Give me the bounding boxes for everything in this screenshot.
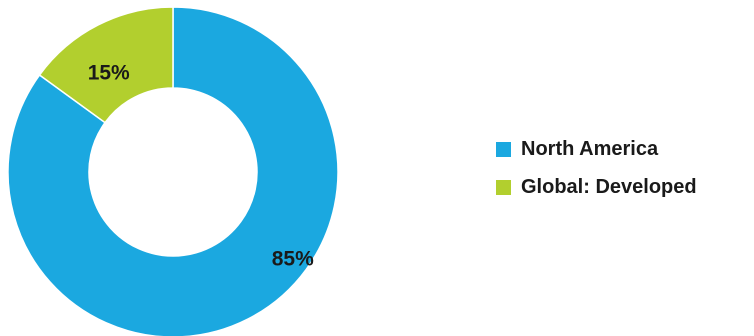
legend-swatch-global-developed [496, 179, 511, 195]
data-label-north-america: 85% [272, 247, 314, 270]
legend-item-north-america: North America [496, 137, 697, 161]
legend-item-global-developed: Global: Developed [496, 175, 697, 199]
legend-label-global-developed: Global: Developed [521, 175, 697, 198]
donut-slice-north-america [7, 6, 339, 336]
chart-legend: North America Global: Developed [496, 137, 697, 213]
data-label-global-developed: 15% [88, 62, 130, 85]
legend-label-north-america: North America [521, 137, 659, 160]
legend-swatch-north-america [496, 141, 511, 157]
donut-slice-global-developed [38, 6, 174, 124]
